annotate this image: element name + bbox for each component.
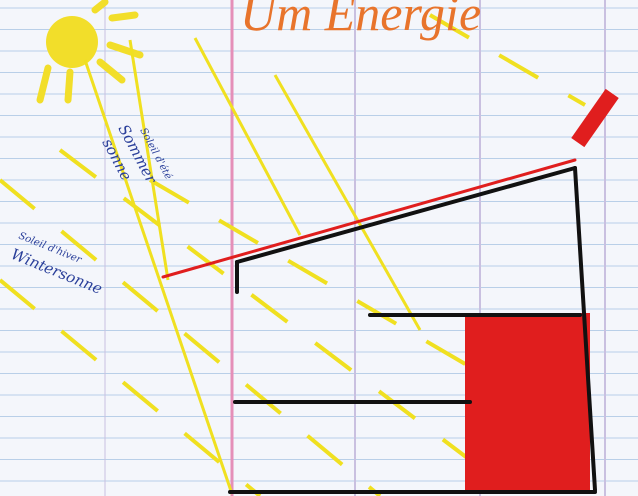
sun <box>36 0 144 104</box>
summer-rays <box>83 37 422 495</box>
winter-rays <box>0 13 587 496</box>
house <box>161 88 619 494</box>
title: Um Energie <box>240 0 481 41</box>
storage-block <box>465 313 590 491</box>
solar-collector <box>571 88 619 148</box>
